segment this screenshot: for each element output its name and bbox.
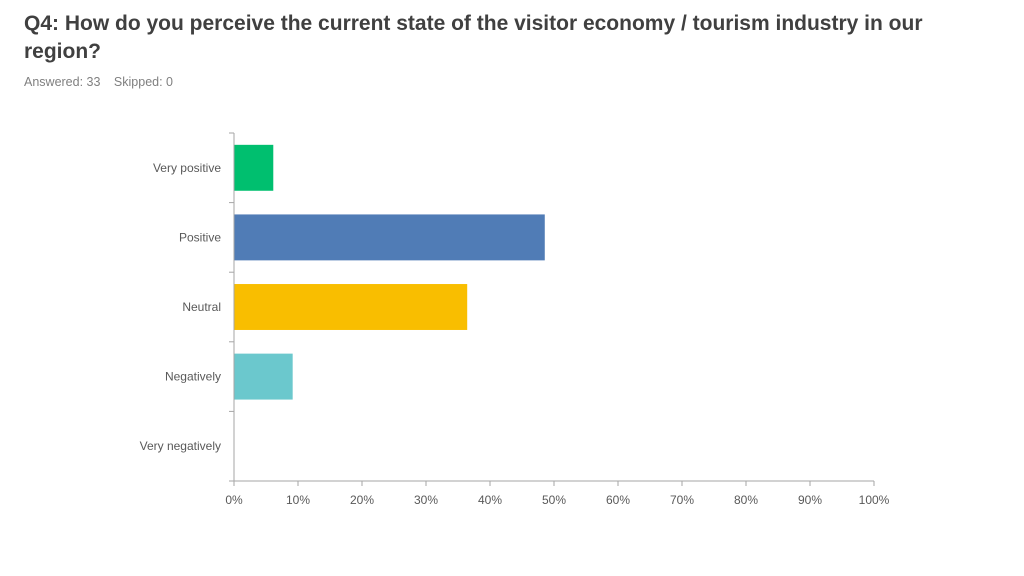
- category-label-very-negatively: Very negatively: [140, 439, 221, 453]
- bars-group: [234, 144, 545, 400]
- category-label-negatively: Negatively: [165, 370, 221, 384]
- x-tick-label: 70%: [670, 493, 694, 507]
- answered-count: Answered: 33: [24, 75, 101, 89]
- category-labels: Very positive Positive Neutral Negatively Ve…: [140, 161, 222, 453]
- x-tick-label: 0%: [225, 493, 243, 507]
- x-tick-label: 90%: [798, 493, 822, 507]
- x-tick-label: 100%: [859, 493, 890, 507]
- bar-neutral: [234, 284, 468, 330]
- category-label-positive: Positive: [179, 230, 221, 244]
- x-tick-label: 30%: [414, 493, 438, 507]
- x-tick-label: 50%: [542, 493, 566, 507]
- bar-positive: [234, 214, 545, 261]
- question-title: Q4: How do you perceive the current stat…: [24, 12, 923, 63]
- response-summary: Answered: 33 Skipped: 0: [24, 75, 183, 89]
- category-label-neutral: Neutral: [182, 300, 221, 314]
- x-tick-label: 40%: [478, 493, 502, 507]
- bar-very-positive: [234, 144, 274, 191]
- axes-group: [229, 132, 874, 482]
- x-tick-label: 60%: [606, 493, 630, 507]
- x-tick-label: 20%: [350, 493, 374, 507]
- category-label-very-positive: Very positive: [153, 161, 221, 175]
- bar-negatively: [234, 353, 293, 400]
- x-axis-ticks: 0% 10% 20% 30% 40% 50% 60% 70% 80% 90% 100%: [225, 481, 890, 507]
- x-tick-label: 80%: [734, 493, 758, 507]
- skipped-count: Skipped: 0: [113, 75, 173, 89]
- x-tick-label: 10%: [286, 493, 310, 507]
